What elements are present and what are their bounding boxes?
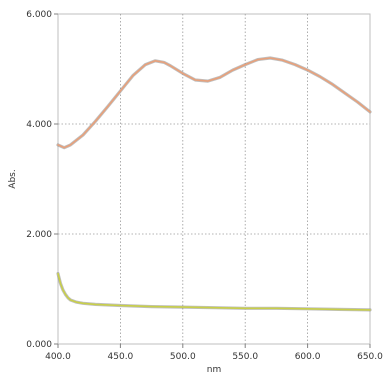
x-tick-label: 650.0 <box>357 352 383 362</box>
grid-layer <box>58 14 370 344</box>
y-tick-label: 4.000 <box>26 120 52 130</box>
x-axis-label: nm <box>207 365 221 375</box>
y-tick-label: 0.000 <box>26 340 52 350</box>
x-tick-label: 450.0 <box>108 352 134 362</box>
series-layer <box>56 56 372 312</box>
x-tick-label: 550.0 <box>232 352 258 362</box>
series-line-2 <box>57 272 371 311</box>
x-tick-label: 600.0 <box>295 352 321 362</box>
x-tick-label: 400.0 <box>45 352 71 362</box>
y-axis-label: Abs. <box>8 169 18 188</box>
y-tick-label: 6.000 <box>26 10 52 20</box>
y-tick-label: 2.000 <box>26 230 52 240</box>
series-line-1 <box>57 57 371 149</box>
x-tick-label: 500.0 <box>170 352 196 362</box>
plot-area <box>57 13 371 345</box>
tick-layer: 400.0 450.0 500.0 550.0 600.0 650.0 0.000 2.000… <box>26 10 383 362</box>
